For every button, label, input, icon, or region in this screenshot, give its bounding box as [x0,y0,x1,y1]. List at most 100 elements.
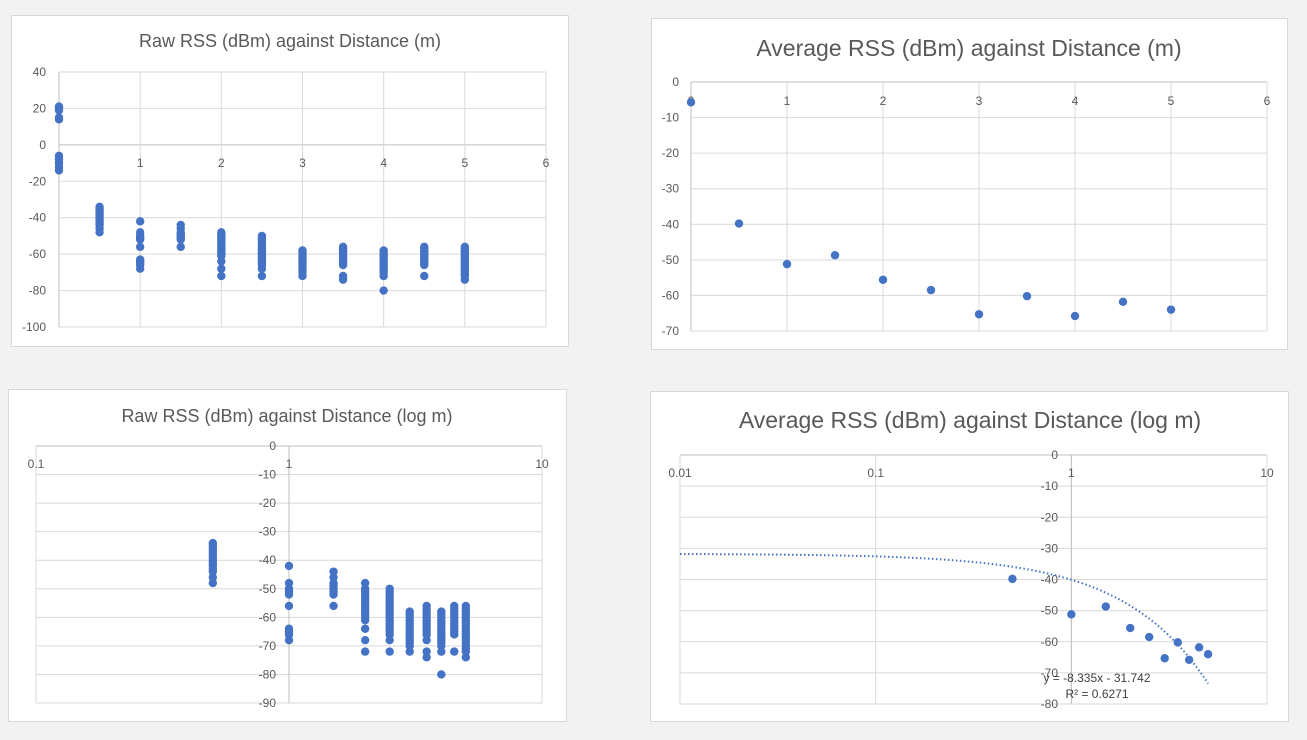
y-tick-label: -20 [662,146,680,160]
data-point [460,275,470,284]
x-tick-label: 6 [1264,94,1271,108]
x-tick-label: 10 [535,457,549,471]
chart-title: Average RSS (dBm) against Distance (log … [739,407,1201,433]
y-tick-label: -60 [662,288,680,302]
y-tick-label: 0 [39,138,46,152]
y-tick-label: 40 [33,65,47,79]
data-point [461,653,471,662]
y-tick-label: -80 [259,667,277,681]
x-tick-label: 1 [286,457,293,471]
data-point [135,264,145,273]
data-point [379,286,388,295]
data-point [422,635,431,645]
data-point [450,630,459,639]
chart-average-rss-log-distance: Average RSS (dBm) against Distance (log … [650,391,1289,722]
data-point [135,242,145,252]
chart-svg: Average RSS (dBm) against Distance (m) 0… [662,35,1271,338]
data-point [1008,574,1017,584]
data-point [385,647,394,656]
y-tick-label: -80 [1041,697,1059,711]
x-tick-label: 2 [218,156,225,170]
y-tick-label: -60 [259,610,277,624]
y-tick-label: -10 [1041,479,1059,493]
data-point [1194,643,1204,652]
data-point [1203,650,1213,659]
data-point [1184,655,1194,665]
y-tick-label: -70 [662,324,680,338]
data-point [257,271,267,281]
data-point [1101,602,1110,611]
data-point [360,647,370,656]
data-point [135,235,145,244]
data-point [360,635,370,645]
x-tick-label: 6 [543,156,550,170]
chart-svg: Average RSS (dBm) against Distance (log … [668,407,1274,711]
y-tick-label: 20 [33,101,47,115]
data-point [1144,632,1154,642]
y-tick-label: -10 [662,111,680,125]
trendline [680,553,1209,685]
data-point [257,264,267,273]
y-tick-label: 0 [672,75,679,89]
y-tick-label: -80 [29,284,47,298]
data-point [420,260,429,270]
data-point [176,242,185,252]
trendline-r-squared: R² = 0.6271 [1065,687,1128,701]
data-point [284,590,294,599]
data-point [782,259,792,269]
data-point [208,578,218,588]
data-point [1022,291,1032,301]
data-point [1166,305,1176,314]
x-tick-label: 0.1 [867,466,884,480]
data-point [420,271,429,281]
x-tick-label: 0.01 [668,466,692,480]
x-tick-label: 5 [461,156,468,170]
x-tick-label: 2 [880,94,887,108]
data-point [1118,297,1128,307]
x-tick-label: 1 [1068,466,1075,480]
data-point [54,106,64,115]
chart-title: Raw RSS (dBm) against Distance (log m) [121,406,452,426]
x-tick-label: 0.1 [28,457,45,471]
y-tick-label: -10 [259,468,277,482]
data-point [878,275,888,284]
chart-svg: Raw RSS (dBm) against Distance (m) 40 20 0… [22,31,550,334]
y-tick-label: -30 [259,525,277,539]
data-point [360,615,370,625]
y-tick-label: -70 [1041,666,1059,680]
data-point [329,590,338,599]
y-tick-label: -60 [29,247,47,261]
y-tick-label: -70 [259,639,277,653]
data-point [54,115,64,124]
data-point [405,647,414,656]
y-tick-label: 0 [1051,448,1058,462]
data-point [360,624,370,633]
data-point [1067,610,1076,619]
y-tick-label: -20 [259,496,277,510]
data-point [338,260,348,270]
data-point [926,285,936,295]
x-tick-label: 3 [299,156,306,170]
y-tick-label: -50 [259,582,277,596]
data-point [686,98,696,107]
y-tick-label: -90 [259,696,277,710]
data-point [437,647,446,656]
data-point [284,601,294,611]
data-point [379,271,388,281]
y-tick-label: 0 [269,439,276,453]
y-tick-label: -60 [1041,635,1059,649]
x-tick-label: 4 [1072,94,1079,108]
data-point [54,166,64,175]
data-point [1173,638,1182,647]
data-point [450,647,459,656]
y-tick-label: -50 [1041,604,1059,618]
y-tick-label: -100 [22,320,46,334]
y-tick-label: -20 [1041,510,1059,524]
y-tick-label: -20 [29,174,47,188]
data-point [95,228,104,237]
y-tick-label: -40 [662,217,680,231]
x-tick-label: 4 [380,156,387,170]
data-point [329,601,338,611]
data-point [284,561,294,571]
y-tick-label: -30 [662,182,680,196]
